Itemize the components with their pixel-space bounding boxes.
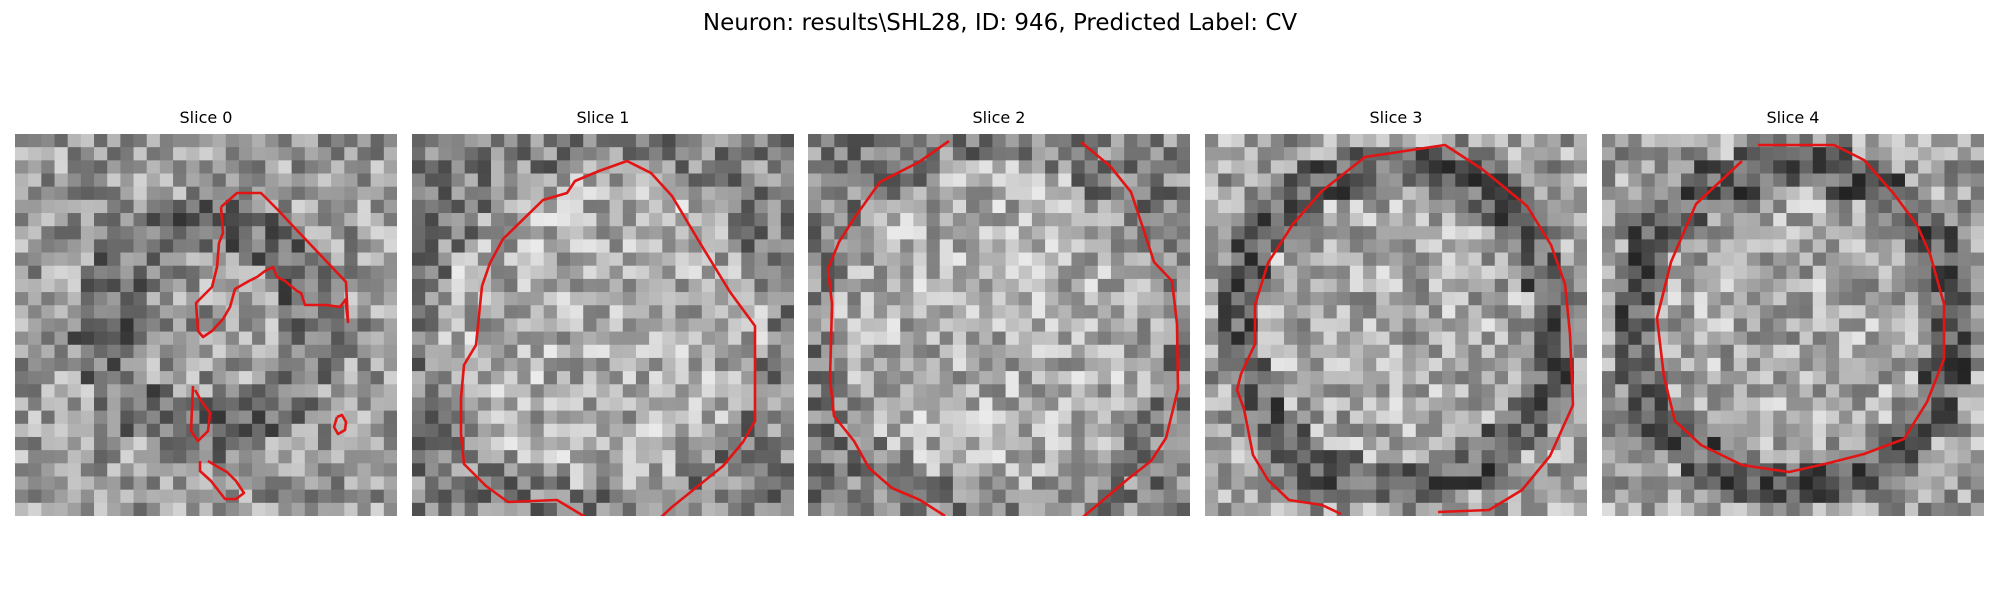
slice-panel-2: Slice 2 [808, 108, 1190, 128]
slice-title: Slice 0 [15, 108, 397, 128]
slice-panel-3: Slice 3 [1205, 108, 1587, 128]
slice-title: Slice 3 [1205, 108, 1587, 128]
grayscale-pixels [1205, 134, 1587, 516]
grayscale-pixels [15, 134, 397, 516]
slice-image [1205, 134, 1587, 516]
slice-image [808, 134, 1190, 516]
grayscale-pixels [412, 134, 794, 516]
slice-title: Slice 1 [412, 108, 794, 128]
slice-image [1602, 134, 1984, 516]
slice-image [15, 134, 397, 516]
grayscale-pixels [1602, 134, 1984, 516]
figure-title: Neuron: results\SHL28, ID: 946, Predicte… [0, 8, 2000, 38]
slice-title: Slice 2 [808, 108, 1190, 128]
slice-panel-4: Slice 4 [1602, 108, 1984, 128]
slice-image [412, 134, 794, 516]
slice-panel-0: Slice 0 [15, 108, 397, 128]
slice-panel-1: Slice 1 [412, 108, 794, 128]
slice-title: Slice 4 [1602, 108, 1984, 128]
